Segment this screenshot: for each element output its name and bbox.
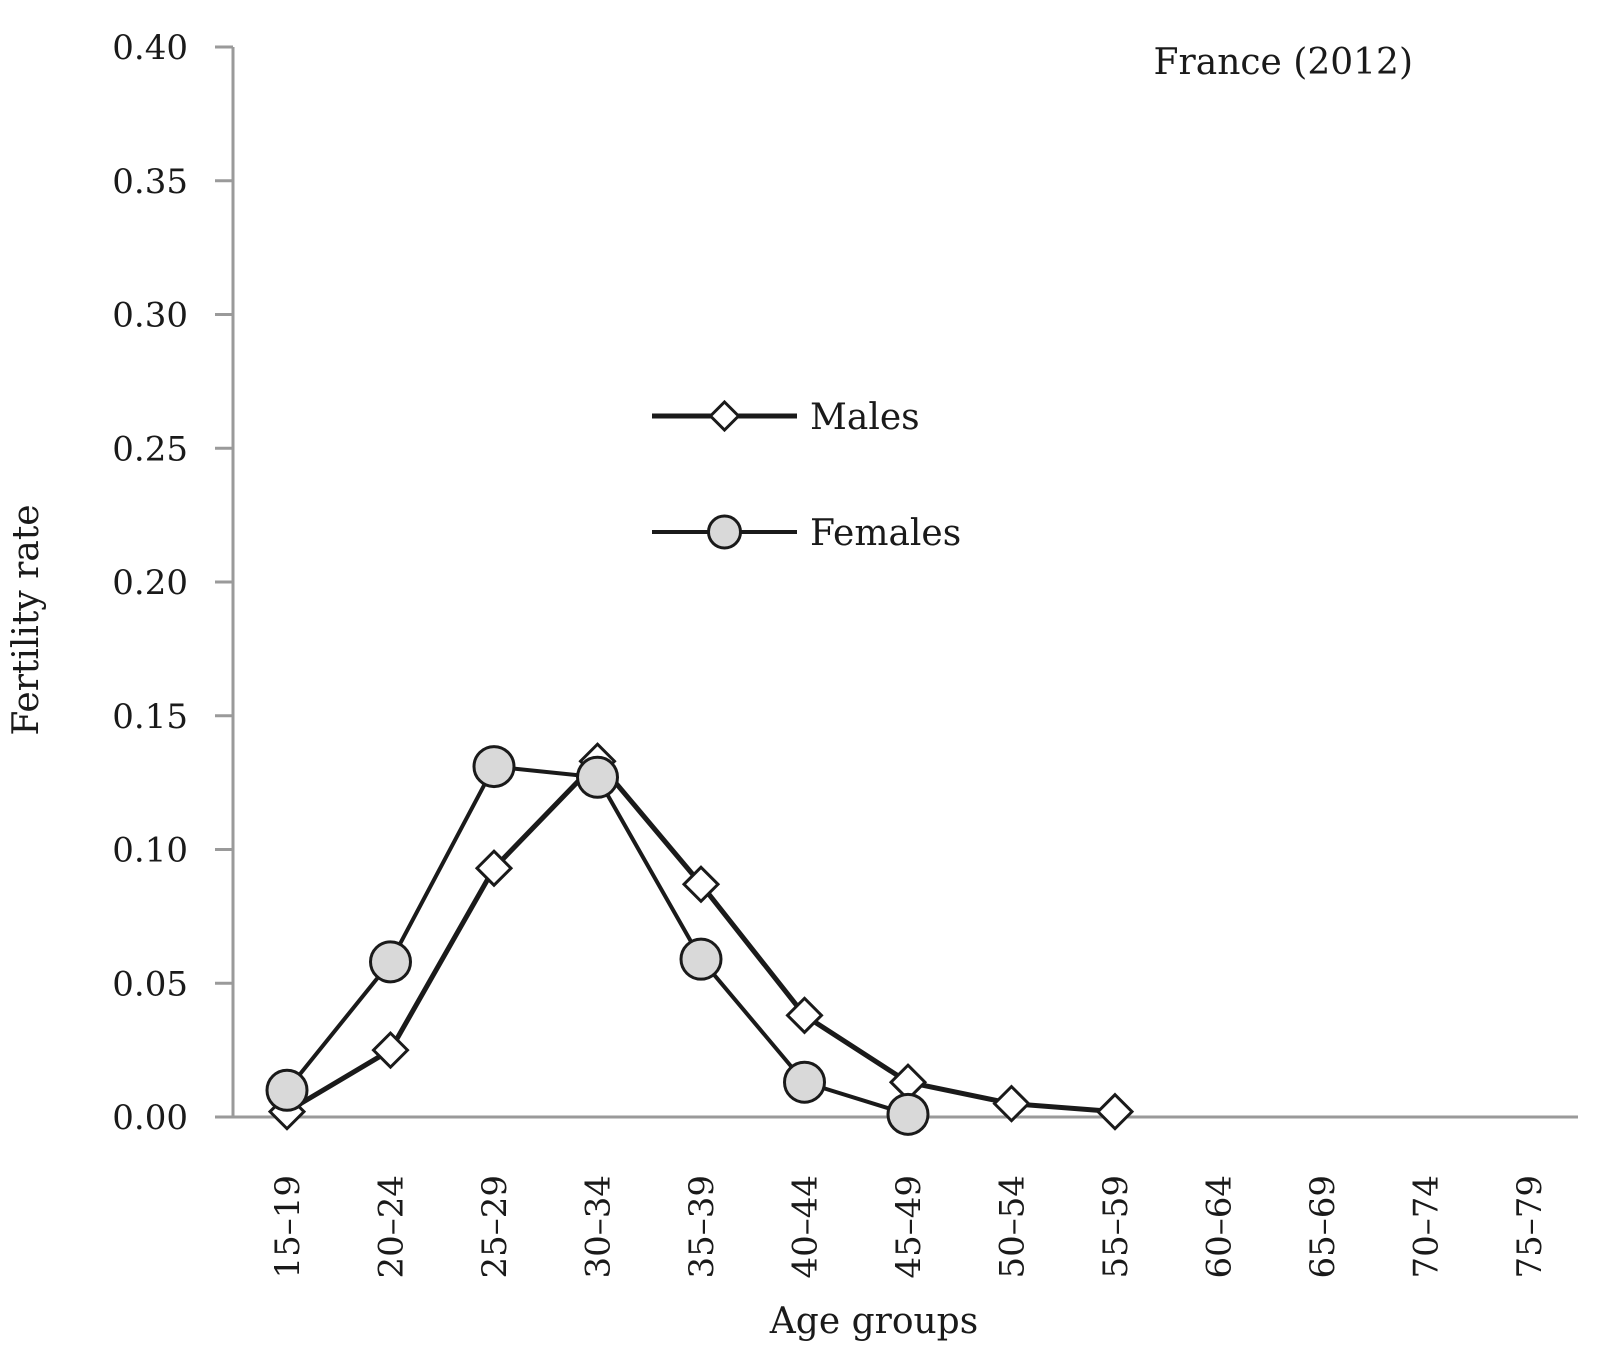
data-point-females xyxy=(265,1068,309,1112)
legend: Males Females xyxy=(652,397,961,554)
y-axis-title: Fertility rate xyxy=(6,504,47,735)
data-point-males xyxy=(1095,1092,1135,1131)
x-tick-label: 25–29 xyxy=(475,1175,515,1279)
x-tick-label: 20–24 xyxy=(372,1175,412,1279)
data-point-females xyxy=(472,745,516,789)
x-tick-label: 40–44 xyxy=(786,1175,826,1279)
y-tick-label: 0.30 xyxy=(112,296,188,336)
series-line-females xyxy=(285,764,909,1117)
x-tick-label: 55–59 xyxy=(1096,1175,1136,1279)
x-tick-label: 45–49 xyxy=(889,1175,929,1279)
legend-label-males: Males xyxy=(810,397,920,438)
y-tick-label: 0.40 xyxy=(112,28,188,68)
x-tick-label: 15–19 xyxy=(268,1175,308,1279)
data-point-females xyxy=(783,1060,826,1104)
legend-label-females: Females xyxy=(810,513,961,554)
data-point-females xyxy=(886,1092,930,1136)
data-point-males xyxy=(992,1084,1031,1123)
data-point-males xyxy=(681,865,721,904)
y-tick-label: 0.20 xyxy=(112,563,188,603)
y-tick-label: 0.15 xyxy=(112,697,188,737)
x-tick-label: 35–39 xyxy=(682,1175,722,1279)
axes xyxy=(231,47,1578,1119)
data-point-females xyxy=(679,937,723,981)
legend-marker-males xyxy=(708,399,741,433)
legend-marker-females xyxy=(707,514,742,550)
data-point-males xyxy=(371,1031,410,1070)
y-tick-label: 0.35 xyxy=(112,162,188,202)
y-tick-label: 0.25 xyxy=(112,429,188,469)
data-point-females xyxy=(576,755,619,799)
series-line-males xyxy=(285,758,1116,1115)
data-point-males xyxy=(785,996,824,1035)
y-tick-label: 0.05 xyxy=(112,964,188,1004)
x-tick-label: 30–34 xyxy=(579,1175,619,1279)
x-axis-title: Age groups xyxy=(769,1301,978,1342)
chart-annotation: France (2012) xyxy=(1154,42,1413,83)
x-tick-label: 50–54 xyxy=(993,1175,1033,1279)
data-point-males xyxy=(474,849,514,888)
y-ticks: 0.00 0.05 0.10 0.15 0.20 0.25 0.30 0.35 0.40 xyxy=(112,28,233,1138)
x-tick-label: 75–79 xyxy=(1510,1175,1550,1279)
y-tick-label: 0.10 xyxy=(112,831,188,871)
x-tick-label: 60–64 xyxy=(1200,1175,1240,1279)
x-ticks: 15–19 20–24 25–29 30–34 35–39 40–44 45–49 50–54… xyxy=(268,1175,1550,1279)
x-tick-label: 70–74 xyxy=(1407,1175,1447,1279)
data-point-females xyxy=(369,940,412,984)
x-tick-label: 65–69 xyxy=(1303,1175,1343,1279)
y-tick-label: 0.00 xyxy=(112,1098,188,1138)
series-layer xyxy=(265,742,1135,1136)
